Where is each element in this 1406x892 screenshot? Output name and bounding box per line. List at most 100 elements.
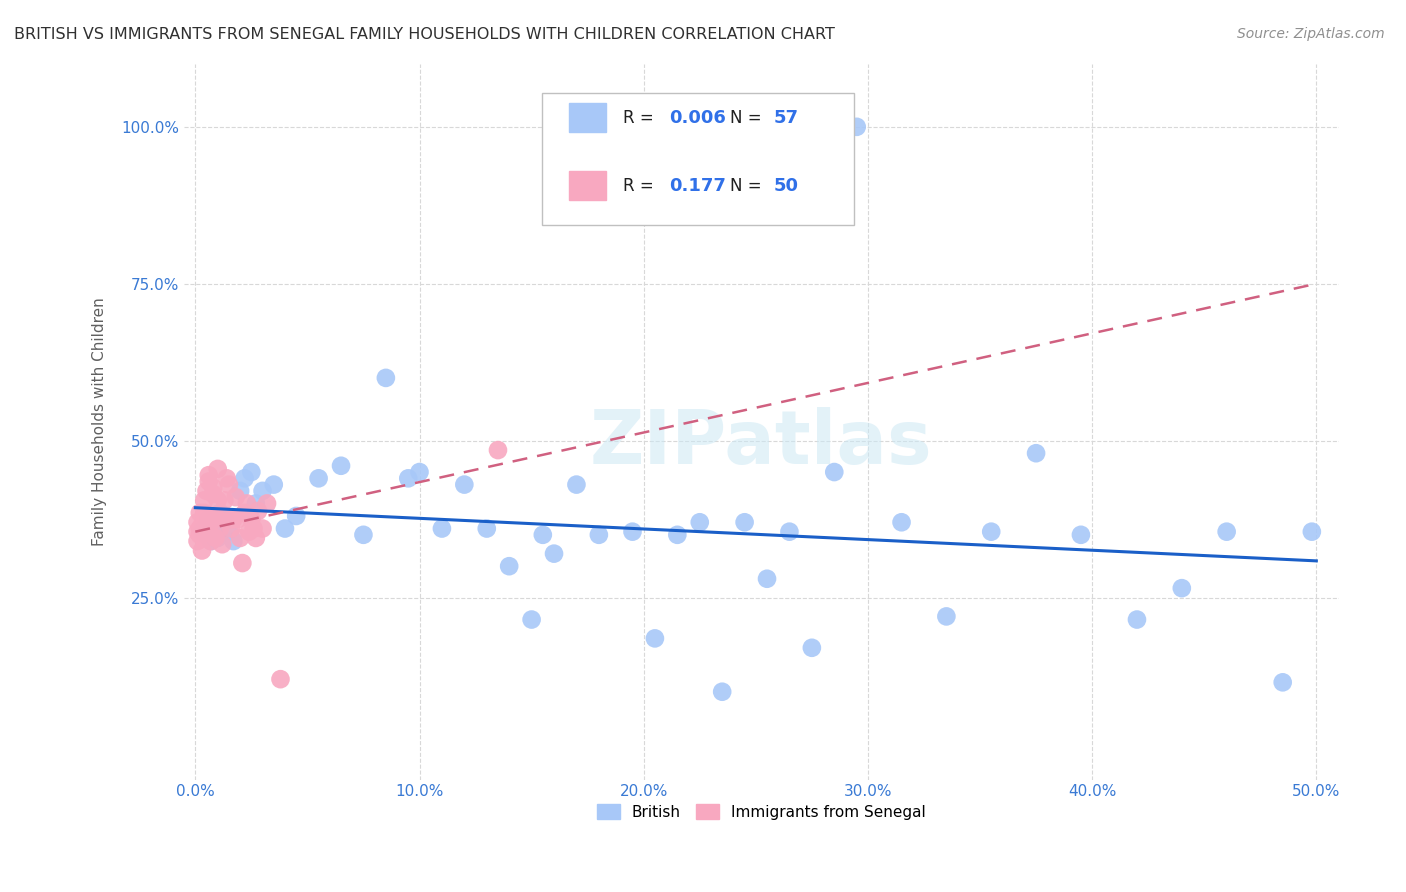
Point xyxy=(588,528,610,542)
Point xyxy=(197,512,219,526)
Point xyxy=(231,556,253,570)
Legend: British, Immigrants from Senegal: British, Immigrants from Senegal xyxy=(591,797,932,826)
Point xyxy=(890,515,912,529)
Point xyxy=(238,524,260,539)
Point xyxy=(195,524,218,539)
Point xyxy=(211,515,233,529)
Point xyxy=(208,522,231,536)
Point xyxy=(242,522,264,536)
Point xyxy=(200,534,222,549)
Point xyxy=(1215,524,1237,539)
Point xyxy=(644,632,666,646)
Point xyxy=(214,493,236,508)
Point xyxy=(245,531,267,545)
Point xyxy=(200,515,222,529)
Point xyxy=(193,493,215,508)
Point xyxy=(247,504,270,518)
Point xyxy=(689,515,711,529)
Point xyxy=(245,496,267,510)
Point xyxy=(252,522,274,536)
Point xyxy=(430,522,453,536)
Point xyxy=(188,522,211,536)
Point xyxy=(222,534,245,549)
Point xyxy=(330,458,353,473)
Point xyxy=(208,508,231,523)
Point xyxy=(197,508,219,523)
Point xyxy=(756,572,779,586)
Text: 0.177: 0.177 xyxy=(669,177,725,194)
Point xyxy=(236,496,259,510)
Text: BRITISH VS IMMIGRANTS FROM SENEGAL FAMILY HOUSEHOLDS WITH CHILDREN CORRELATION C: BRITISH VS IMMIGRANTS FROM SENEGAL FAMIL… xyxy=(14,27,835,42)
Point xyxy=(215,471,238,485)
Point xyxy=(408,465,430,479)
Point xyxy=(1271,675,1294,690)
Point xyxy=(1171,581,1194,595)
Bar xyxy=(568,103,606,132)
Point xyxy=(218,477,240,491)
Y-axis label: Family Households with Children: Family Households with Children xyxy=(93,297,107,546)
Text: 57: 57 xyxy=(775,109,799,127)
Point xyxy=(193,524,215,539)
Point xyxy=(229,531,252,545)
Point xyxy=(269,672,291,686)
Point xyxy=(233,506,256,520)
Point xyxy=(233,471,256,485)
Point xyxy=(195,512,218,526)
Point xyxy=(208,506,231,520)
FancyBboxPatch shape xyxy=(543,93,853,225)
Bar xyxy=(568,171,606,200)
Point xyxy=(191,528,214,542)
Point xyxy=(486,443,509,458)
Point xyxy=(207,531,229,545)
Point xyxy=(193,506,215,520)
Point xyxy=(352,528,374,542)
Point xyxy=(274,522,297,536)
Point xyxy=(621,524,644,539)
Point xyxy=(191,524,214,539)
Point xyxy=(207,462,229,476)
Point xyxy=(191,543,214,558)
Point xyxy=(218,524,240,539)
Point xyxy=(520,613,543,627)
Point xyxy=(1070,528,1092,542)
Point xyxy=(252,483,274,498)
Point xyxy=(186,534,208,549)
Point xyxy=(219,522,242,536)
Point xyxy=(211,537,233,551)
Point xyxy=(188,528,211,542)
Point xyxy=(202,487,225,501)
Text: Source: ZipAtlas.com: Source: ZipAtlas.com xyxy=(1237,27,1385,41)
Point xyxy=(308,471,330,485)
Point xyxy=(204,508,226,523)
Point xyxy=(256,496,278,510)
Text: R =: R = xyxy=(623,109,659,127)
Point xyxy=(1126,613,1149,627)
Point xyxy=(197,468,219,483)
Point xyxy=(219,512,242,526)
Point xyxy=(285,508,308,523)
Point xyxy=(800,640,823,655)
Text: N =: N = xyxy=(730,109,768,127)
Point xyxy=(229,483,252,498)
Point xyxy=(204,522,226,536)
Point xyxy=(207,493,229,508)
Text: R =: R = xyxy=(623,177,659,194)
Point xyxy=(188,506,211,520)
Point xyxy=(374,371,396,385)
Text: 50: 50 xyxy=(775,177,799,194)
Point xyxy=(778,524,800,539)
Point xyxy=(202,481,225,495)
Point xyxy=(202,518,225,533)
Point xyxy=(666,528,689,542)
Point xyxy=(195,528,218,542)
Point xyxy=(222,512,245,526)
Point xyxy=(1025,446,1047,460)
Point xyxy=(191,518,214,533)
Point xyxy=(845,120,868,134)
Point xyxy=(214,508,236,523)
Point xyxy=(204,531,226,545)
Point xyxy=(823,465,845,479)
Text: N =: N = xyxy=(730,177,768,194)
Point xyxy=(453,477,475,491)
Point xyxy=(195,483,218,498)
